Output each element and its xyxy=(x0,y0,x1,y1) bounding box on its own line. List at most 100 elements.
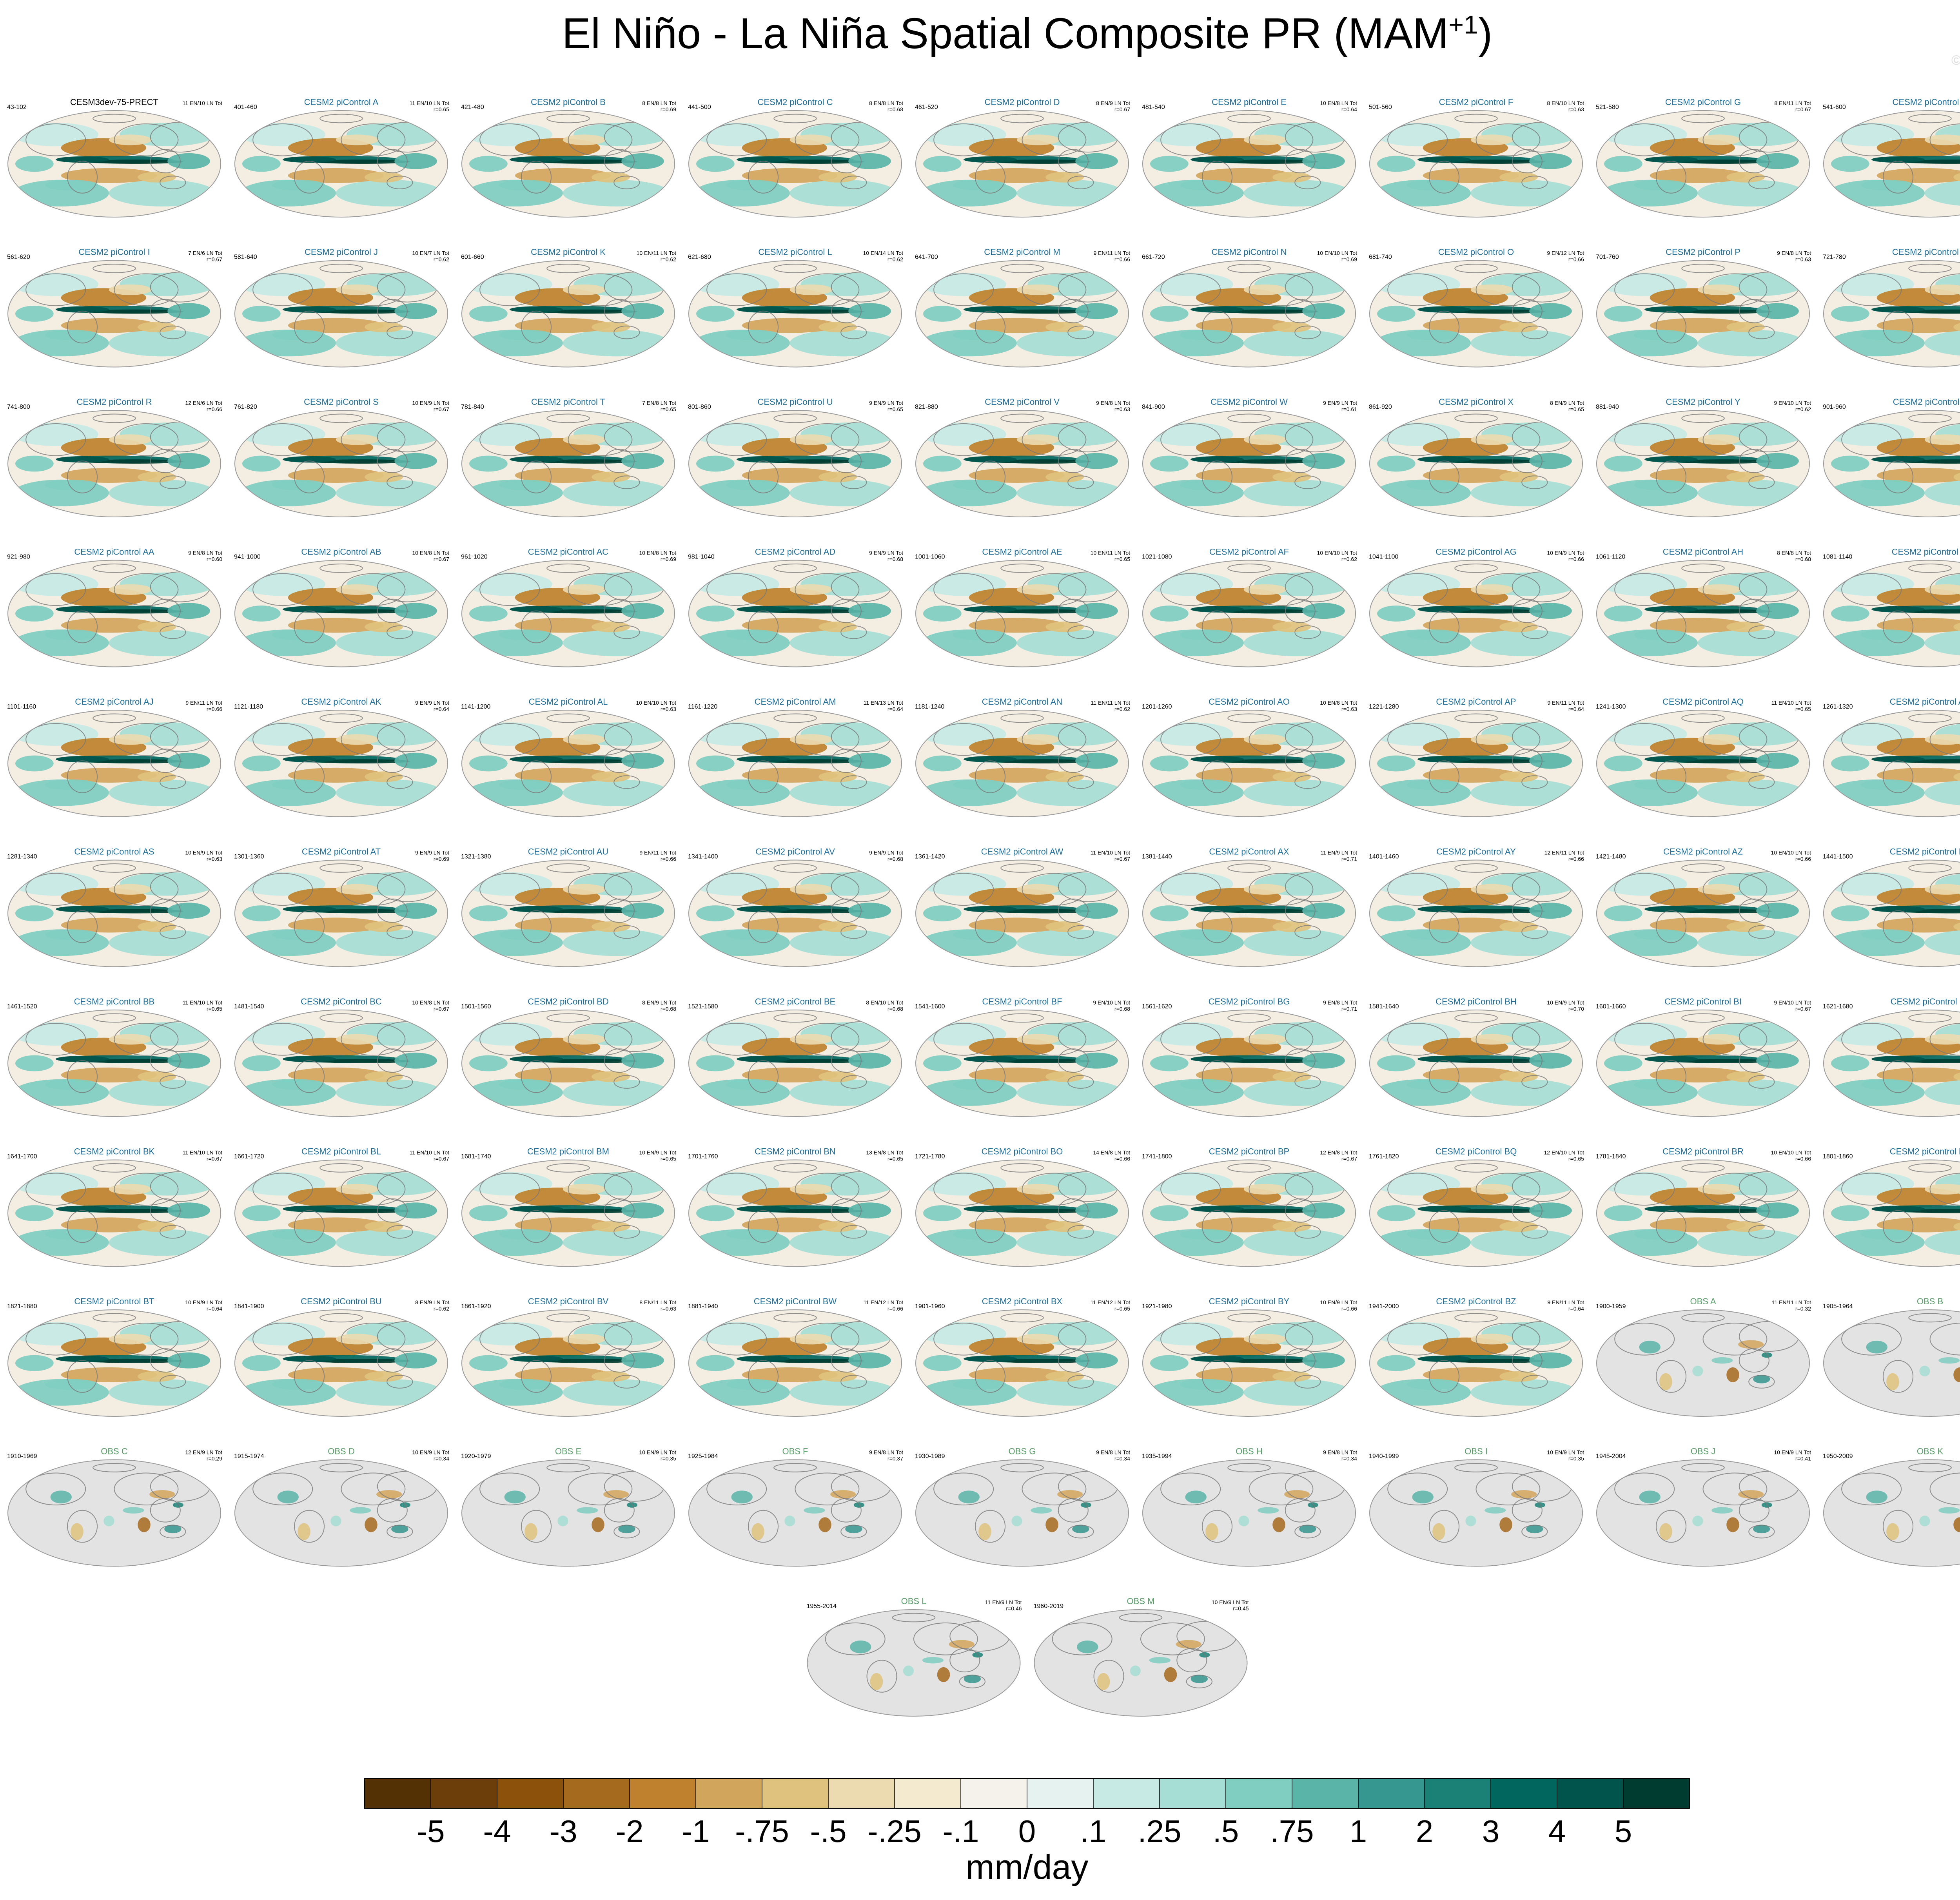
panel-years: 741-800 xyxy=(7,404,30,410)
map-field xyxy=(1143,1160,1356,1267)
land-outline xyxy=(387,176,413,189)
panel-title: CESM2 piControl AY xyxy=(1436,847,1516,857)
anomaly-patch xyxy=(524,1523,537,1540)
land-outline xyxy=(25,1023,86,1056)
anomaly-patch xyxy=(1499,471,1538,482)
anomaly-patch xyxy=(1075,1352,1118,1369)
land-outline xyxy=(604,1198,635,1223)
anomaly-patch xyxy=(288,917,384,933)
anomaly-patch xyxy=(768,609,864,614)
land-outline xyxy=(831,149,862,174)
anomaly-patch xyxy=(272,330,325,341)
map-border xyxy=(1142,859,1356,967)
land-outline xyxy=(933,1323,994,1356)
panel-title: CESM2 piControl AS xyxy=(74,847,154,857)
anomaly-patch xyxy=(969,1067,1065,1082)
panel-event-counts: 12 EN/6 LN Tot xyxy=(185,400,222,406)
anomaly-patch xyxy=(336,179,443,207)
anomaly-patch xyxy=(696,1055,735,1071)
anomaly-patch xyxy=(515,1067,611,1082)
anomaly-patch xyxy=(109,1184,152,1195)
anomaly-patch xyxy=(242,1205,281,1221)
anomaly-patch xyxy=(1407,929,1460,940)
panel-event-counts: 10 EN/9 LN Tot xyxy=(1547,999,1584,1006)
anomaly-patch xyxy=(1697,584,1740,595)
anomaly-patch xyxy=(1150,1205,1189,1221)
land-outline xyxy=(1681,713,1725,723)
anomaly-patch xyxy=(1417,606,1471,613)
anomaly-patch xyxy=(1016,584,1060,595)
map-border xyxy=(915,1159,1129,1267)
panel-years: 1381-1440 xyxy=(1142,854,1172,860)
land-outline xyxy=(1841,273,1902,306)
anomaly-patch xyxy=(592,172,630,183)
land-outline xyxy=(568,1023,633,1056)
anomaly-patch xyxy=(272,779,325,790)
anomaly-patch xyxy=(1871,456,1925,463)
anomaly-patch xyxy=(1938,1507,1960,1514)
anomaly-patch xyxy=(696,455,735,472)
anomaly-patch xyxy=(563,734,606,745)
anomaly-patch xyxy=(283,756,336,763)
panel-pattern-correlation: r=0.66 xyxy=(1795,856,1811,862)
panel-event-counts: 11 EN/10 LN Tot xyxy=(1091,850,1131,856)
anomaly-patch xyxy=(138,771,176,782)
land-outline xyxy=(252,573,313,606)
anomaly-patch xyxy=(1756,603,1799,619)
land-outline xyxy=(521,310,552,344)
land-outline xyxy=(795,123,860,156)
land-outline xyxy=(613,775,640,789)
anomaly-patch xyxy=(1756,752,1799,769)
panel-event-counts: 10 EN/9 LN Tot xyxy=(1212,1599,1249,1605)
colorbar-tick-label: 1 xyxy=(1350,1814,1367,1849)
panel-years: 1801-1860 xyxy=(1823,1153,1853,1160)
anomaly-patch xyxy=(242,306,281,322)
anomaly-patch xyxy=(563,1184,606,1195)
panel-event-counts: 10 EN/10 LN Tot xyxy=(1317,550,1357,556)
map-field xyxy=(1143,1010,1356,1117)
panel-title: CESM2 piControl AT xyxy=(302,847,381,857)
map-border xyxy=(688,710,902,817)
anomaly-patch xyxy=(563,434,606,445)
panel-event-counts: 11 EN/9 LN Tot xyxy=(1320,850,1357,856)
anomaly-patch xyxy=(1016,284,1060,295)
anomaly-patch xyxy=(1650,767,1746,783)
anomaly-patch xyxy=(953,1379,1006,1390)
land-outline xyxy=(1387,873,1448,906)
anomaly-patch xyxy=(1377,755,1416,772)
land-outline xyxy=(1681,564,1725,573)
land-outline xyxy=(568,1323,633,1356)
anomaly-patch xyxy=(541,1209,637,1213)
missing-data-field xyxy=(235,1459,448,1566)
map-field xyxy=(1370,260,1583,367)
panel-pattern-correlation: r=0.68 xyxy=(661,1006,676,1012)
panel-pattern-correlation: r=0.67 xyxy=(434,1156,449,1162)
panel-event-counts: 9 EN/9 LN Tot xyxy=(869,400,903,406)
map-field xyxy=(1143,260,1356,367)
map-border xyxy=(1142,560,1356,667)
map-field xyxy=(916,860,1129,967)
land-outline xyxy=(387,1525,413,1539)
anomaly-patch xyxy=(1176,1640,1201,1649)
anomaly-patch xyxy=(394,1352,437,1369)
anomaly-patch xyxy=(1871,606,1925,613)
missing-data-field xyxy=(1034,1610,1247,1716)
anomaly-patch xyxy=(1432,1523,1445,1540)
land-outline xyxy=(479,1173,540,1206)
anomaly-patch xyxy=(336,1229,443,1256)
land-outline xyxy=(1119,1613,1163,1623)
anomaly-patch xyxy=(45,330,98,341)
anomaly-patch xyxy=(603,1490,629,1499)
land-outline xyxy=(150,898,181,923)
map-field xyxy=(8,1459,221,1566)
map-field xyxy=(8,410,221,517)
panel-event-counts: 10 EN/9 LN Tot xyxy=(1547,1449,1584,1456)
land-outline xyxy=(93,264,136,273)
anomaly-patch xyxy=(242,156,281,172)
land-outline xyxy=(866,1660,897,1693)
land-outline xyxy=(1656,1210,1687,1243)
panel-pattern-correlation: r=0.60 xyxy=(207,556,222,562)
land-outline xyxy=(387,325,413,339)
